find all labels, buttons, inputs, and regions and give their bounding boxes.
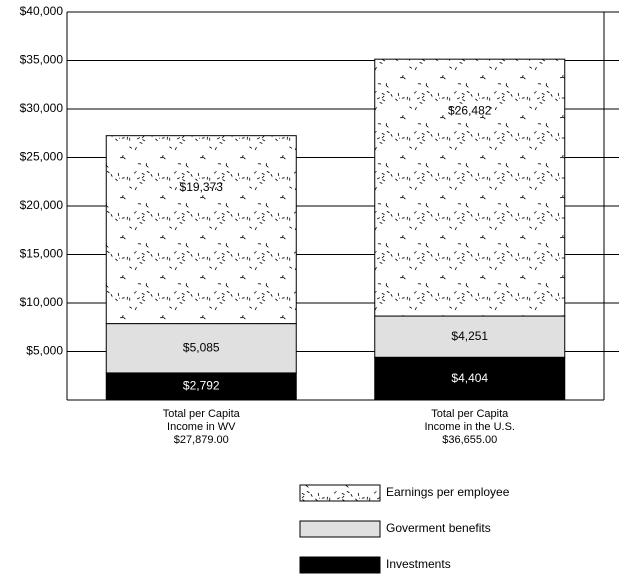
data-label: $2,792 bbox=[183, 379, 220, 393]
y-tick-label: $10,000 bbox=[20, 295, 64, 309]
bar-segment bbox=[105, 372, 297, 401]
bar-segment bbox=[374, 58, 566, 317]
legend-swatch bbox=[299, 484, 381, 502]
x-tick-label: Total per Capita Income in the U.S. $36,… bbox=[424, 408, 516, 446]
y-tick-label: $40,000 bbox=[20, 4, 64, 18]
data-label: $4,251 bbox=[451, 329, 488, 343]
legend-swatch bbox=[299, 556, 381, 574]
bar-segment bbox=[105, 323, 297, 374]
x-tick-label: Total per Capita Income in WV $27,879.00 bbox=[162, 408, 240, 446]
y-tick-label: $25,000 bbox=[20, 150, 64, 164]
data-label: $26,482 bbox=[448, 103, 492, 117]
legend-label: Investments bbox=[386, 557, 451, 571]
y-tick-label: $35,000 bbox=[20, 53, 64, 67]
data-label: $19,373 bbox=[180, 180, 224, 194]
data-label: $5,085 bbox=[183, 340, 220, 354]
y-tick-label: $20,000 bbox=[20, 198, 64, 212]
bar-segment bbox=[374, 356, 566, 401]
bar-segment bbox=[105, 135, 297, 325]
legend-label: Earnings per employee bbox=[386, 485, 510, 499]
y-tick-label: $5,000 bbox=[26, 344, 63, 358]
y-tick-label: $30,000 bbox=[20, 101, 64, 115]
y-tick-label: $15,000 bbox=[20, 247, 64, 261]
legend-label: Goverment benefits bbox=[386, 521, 491, 535]
data-label: $4,404 bbox=[451, 371, 488, 385]
bar-segment bbox=[374, 315, 566, 358]
legend-swatch bbox=[299, 520, 381, 538]
